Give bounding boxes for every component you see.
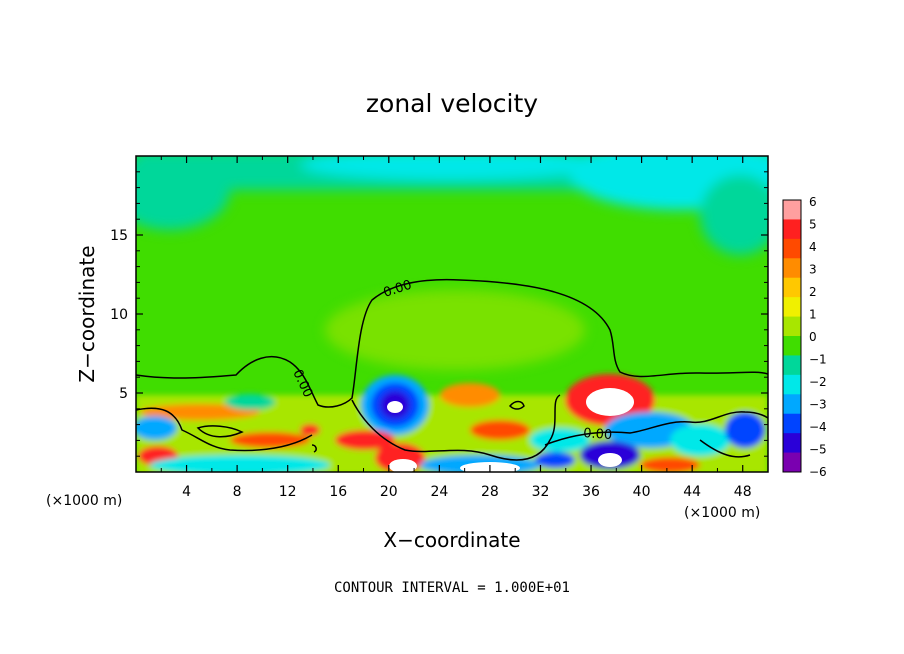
colorbar-label: −1 [809,353,827,367]
colorbar-segment [783,297,801,318]
colorbar-segment [783,374,801,395]
colorbar-frame [782,199,802,473]
x-tick-label: 36 [582,484,600,500]
colorbar-label: 1 [809,308,817,322]
colorbar-label: −4 [809,420,827,434]
x-tick-label: 12 [279,484,297,500]
colorbar-segment [783,413,801,434]
x-tick-label: 48 [734,484,752,500]
colorbar-label: 3 [809,263,817,277]
colorbar-segment [783,200,801,220]
y-tick-label: 5 [119,386,128,402]
x-tick-label: 32 [532,484,550,500]
colorbar-label: −3 [809,398,827,412]
contour-interval: CONTOUR INTERVAL = 1.000E+01 [334,580,570,596]
x-scale-label-right: (×1000 m) [684,505,760,521]
colorbar: 6 5 4 3 2 1 0 −1 −2 −3 −4 −5 −6 [782,195,827,479]
colorbar-segment [783,336,801,356]
colorbar-label: 4 [809,240,817,254]
y-axis: 5 10 15 [110,171,768,457]
x-tick-label: 20 [380,484,398,500]
x-scale-label-left: (×1000 m) [46,493,122,509]
colorbar-label: −5 [809,443,827,457]
colorbar-segment [783,452,801,473]
heatmap-field: 0.00 0.00 0.00 [136,156,768,472]
y-tick-label: 10 [110,307,128,323]
y-tick-label: 15 [110,228,128,244]
x-tick-label: 28 [481,484,499,500]
x-tick-label: 24 [430,484,448,500]
colorbar-label: −2 [809,375,827,389]
x-tick-label: 8 [233,484,242,500]
colorbar-label: 5 [809,218,817,232]
colorbar-segment [783,433,801,454]
x-tick-label: 40 [633,484,651,500]
colorbar-segment [783,258,801,279]
colorbar-segment [783,355,801,376]
colorbar-segment [783,238,801,259]
x-axis-label: X−coordinate [383,528,520,552]
colorbar-label: 2 [809,285,817,299]
x-axis: 4 8 12 16 20 24 28 32 36 40 44 48 [160,156,752,500]
x-tick-label: 4 [182,484,191,500]
chart-title: zonal velocity [366,89,538,118]
contour-label: 0.00 [583,426,613,443]
colorbar-label: 6 [809,195,817,209]
y-axis-label: Z−coordinate [75,245,99,382]
colorbar-label: −6 [809,465,827,479]
colorbar-segment [783,394,801,415]
x-tick-label: 44 [683,484,701,500]
colorbar-segment [783,316,801,337]
colorbar-label: 0 [809,330,817,344]
colorbar-segment [783,277,801,298]
x-tick-label: 16 [329,484,347,500]
colorbar-segment [783,219,801,240]
